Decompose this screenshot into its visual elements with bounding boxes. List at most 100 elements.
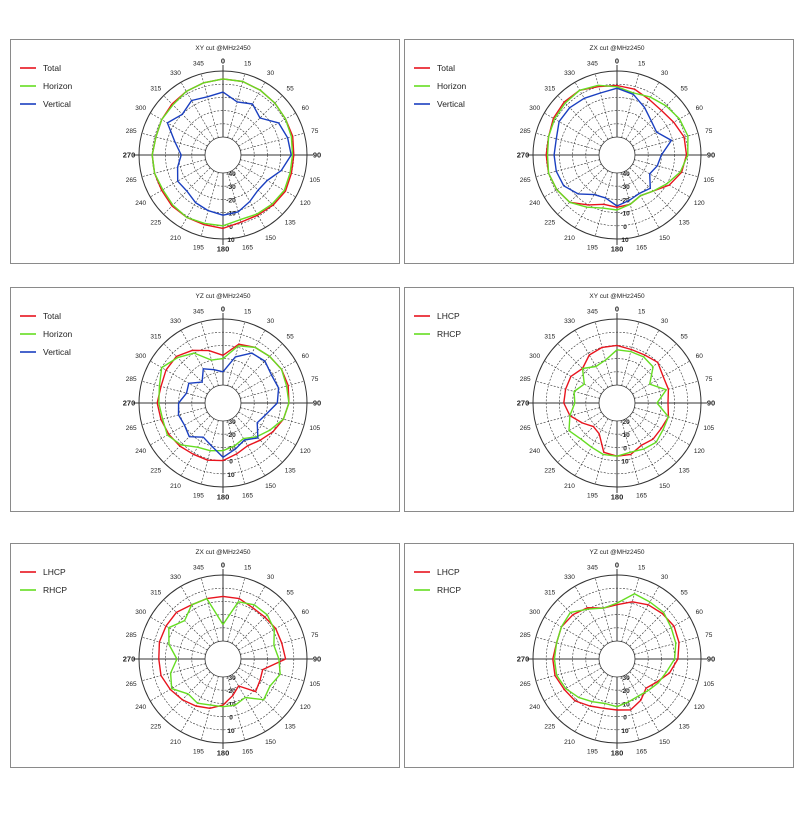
angle-labels: 0 15 30 55 60 75 90 105 120 135 150 165 180 195 210 225…: [123, 57, 321, 254]
grid-spoke: [235, 671, 283, 719]
angle-tick-label: 120: [694, 200, 705, 207]
grid-spoke: [141, 159, 206, 178]
radial-tick-label: -20: [620, 197, 630, 204]
radial-tick-label: -30: [226, 675, 236, 682]
angle-tick-label: 225: [544, 468, 555, 475]
grid-spoke: [227, 420, 246, 485]
chart-title: ZX cut @MHz2450: [589, 45, 644, 52]
radial-labels: -30 -20 -10 0 10: [226, 675, 236, 735]
angle-tick-label: 75: [705, 128, 713, 135]
angle-tick-label: 30: [267, 70, 275, 77]
grid-spoke: [629, 599, 677, 647]
angle-tick-label: 15: [244, 309, 252, 316]
angle-tick-label: 30: [267, 574, 275, 581]
grid-spoke: [231, 170, 266, 228]
angle-tick-label: 285: [126, 376, 137, 383]
grid-spoke: [238, 411, 296, 446]
angle-tick-label: 150: [265, 739, 276, 746]
angle-tick-label: 270: [123, 151, 136, 160]
angle-labels: 0 15 30 55 60 75 90 105 120 135 150 165 180 195 210 225…: [517, 305, 715, 502]
angle-tick-label: 120: [694, 704, 705, 711]
angle-tick-label: 180: [217, 749, 230, 758]
series-line-vertical: [177, 352, 280, 459]
grid-spoke: [235, 167, 283, 215]
grid-spoke: [557, 599, 605, 647]
grid-spoke: [240, 159, 305, 178]
angle-tick-label: 345: [193, 61, 204, 68]
legend-label: Total: [43, 311, 61, 321]
grid-spoke: [180, 170, 215, 228]
grid-spoke: [141, 636, 206, 655]
grid-spoke: [629, 95, 677, 143]
radial-tick-label: -30: [620, 184, 630, 191]
angle-tick-label: 15: [638, 61, 646, 68]
grid-spoke: [625, 330, 660, 388]
grid-spoke: [240, 663, 305, 682]
angle-tick-label: 210: [564, 739, 575, 746]
legend-label: Vertical: [437, 99, 465, 109]
chart-panel-xy-cut-2: XY cut @MHz2450 0 15 30 55 60 75 90 105 120 135 150…: [404, 287, 794, 512]
angle-tick-label: 105: [703, 425, 714, 432]
grid-spoke: [240, 407, 305, 426]
angle-tick-label: 210: [564, 235, 575, 242]
angle-tick-label: 135: [679, 220, 690, 227]
grid-spoke: [180, 330, 215, 388]
angle-tick-label: 315: [544, 589, 555, 596]
angle-tick-label: 225: [150, 468, 161, 475]
angle-tick-label: 195: [587, 748, 598, 755]
grid-spoke: [544, 667, 602, 702]
grid-spoke: [150, 163, 208, 198]
grid-spoke: [544, 360, 602, 395]
angle-tick-label: 90: [707, 151, 715, 160]
legend: LHCP RHCP: [414, 567, 461, 595]
angle-tick-label: 300: [135, 609, 146, 616]
angle-tick-label: 180: [217, 245, 230, 254]
inner-ring: [204, 136, 242, 174]
angle-tick-label: 240: [135, 704, 146, 711]
angle-tick-label: 315: [544, 85, 555, 92]
polar-grid: [527, 313, 707, 493]
radial-tick-label: -10: [620, 701, 630, 708]
angle-tick-label: 345: [587, 565, 598, 572]
angle-tick-label: 60: [696, 105, 704, 112]
angle-tick-label: 165: [636, 244, 647, 251]
angle-tick-label: 240: [529, 704, 540, 711]
chart-panel-zx-cut-2: ZX cut @MHz2450 0 15 30 55 60 75 90 105 120 135 150…: [10, 543, 400, 768]
grid-spoke: [557, 343, 605, 391]
grid-spoke: [231, 586, 266, 644]
angle-tick-label: 315: [150, 333, 161, 340]
grid-spoke: [621, 73, 640, 138]
angle-labels: 0 15 30 55 60 75 90 105 120 135 150 165 180 195 210 225…: [517, 561, 715, 758]
grid-spoke: [621, 676, 640, 741]
grid-spoke: [150, 360, 208, 395]
angle-tick-label: 90: [313, 151, 321, 160]
angle-tick-label: 150: [659, 235, 670, 242]
grid-spoke: [632, 616, 690, 651]
legend-label: Horizon: [437, 81, 467, 91]
polar-chart-zx-cut-2: ZX cut @MHz2450 0 15 30 55 60 75 90 105 120 135 150…: [20, 549, 321, 758]
angle-tick-label: 270: [517, 399, 530, 408]
radial-tick-label: 10: [227, 237, 235, 244]
radial-tick-label: -30: [226, 419, 236, 426]
radial-tick-label: -20: [226, 432, 236, 439]
angle-tick-label: 30: [661, 70, 669, 77]
radial-tick-label: 10: [621, 237, 629, 244]
grid-spoke: [535, 407, 600, 426]
grid-spoke: [632, 360, 690, 395]
grid-spoke: [227, 321, 246, 386]
grid-spoke: [535, 636, 600, 655]
inner-ring: [204, 384, 242, 422]
grid-spoke: [150, 411, 208, 446]
angle-tick-label: 150: [265, 235, 276, 242]
angle-tick-label: 285: [520, 376, 531, 383]
angle-tick-label: 210: [170, 483, 181, 490]
polar-chart-xy-cut-1: XY cut @MHz2450 0 15 30 55 60 75 90 105 120 135 150…: [20, 45, 321, 254]
angle-tick-label: 210: [170, 739, 181, 746]
angle-tick-label: 0: [615, 305, 619, 314]
angle-tick-label: 105: [309, 681, 320, 688]
grid-spoke: [625, 674, 660, 732]
inner-ring: [204, 640, 242, 678]
grid-spoke: [544, 112, 602, 147]
grid-spoke: [240, 380, 305, 399]
chart-panel-yz-cut-2: YZ cut @MHz2450 0 15 30 55 60 75 90 105 120 135 150…: [404, 543, 794, 768]
